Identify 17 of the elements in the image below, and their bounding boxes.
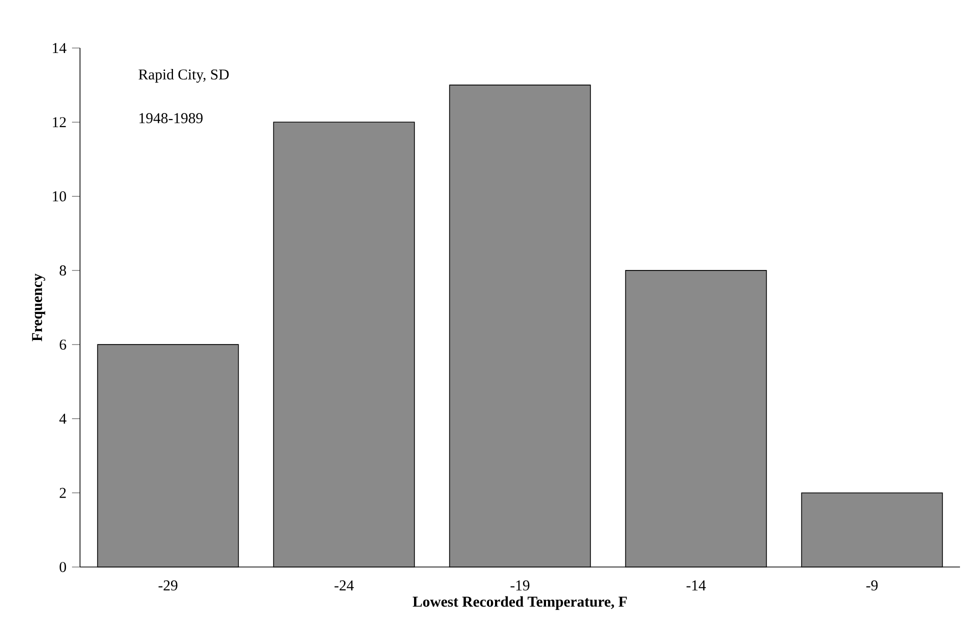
annotation: Rapid City, SD — [138, 68, 229, 83]
y-tick-label: 2 — [60, 488, 66, 498]
y-tick-label: 12 — [52, 117, 66, 128]
x-tick-label: -29 — [158, 580, 178, 591]
y-tick-label: 0 — [60, 562, 66, 572]
x-tick-label: -14 — [686, 580, 706, 590]
y-axis-title: Frequency — [32, 274, 46, 342]
x-tick-label: -9 — [866, 580, 878, 591]
annotation: 1948-1989 — [140, 113, 203, 124]
x-axis-title: Lowest Recorded Temperature, F — [412, 596, 627, 610]
y-tick-label: 14 — [52, 43, 66, 53]
y-tick-label: 8 — [60, 265, 66, 276]
x-tick-label: -24 — [334, 580, 354, 590]
y-tick-label: 4 — [59, 414, 66, 424]
y-tick-label: 6 — [60, 340, 66, 350]
y-tick-label: 10 — [52, 191, 66, 202]
x-tick-label: -19 — [510, 580, 530, 591]
